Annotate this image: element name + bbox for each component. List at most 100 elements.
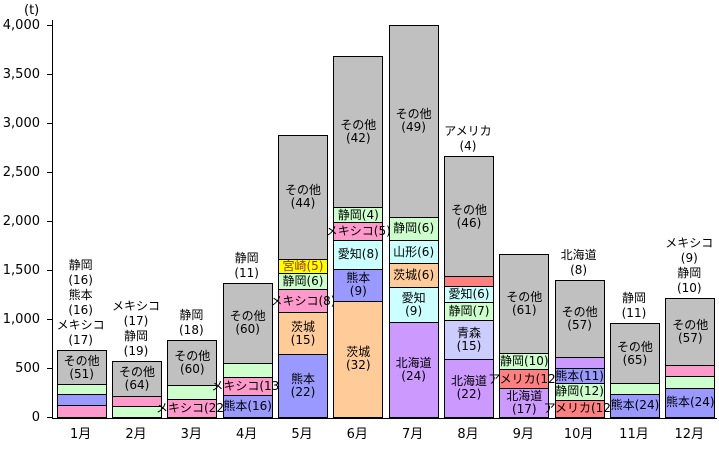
segment-label-others-value: (60) (235, 322, 260, 337)
segment-label-others-value: (42) (345, 131, 371, 146)
outside-label-america-value: (4) (459, 139, 477, 154)
stacked-bar-2月: その他 (64) (111, 361, 162, 418)
segment-label-mexico: メキシコ(8) (270, 293, 336, 308)
segment-kumamoto: 熊本(11) (555, 368, 604, 385)
segment-label-kumamoto: 熊本(16) (223, 398, 272, 413)
segment-label-shizuoka: 静岡(7) (448, 303, 490, 318)
segment-aichi: 愛知(8) (334, 240, 383, 270)
x-axis-label-3月: 3月 (180, 427, 202, 442)
segment-others: その他 (60) (223, 283, 272, 364)
segment-label-america: アメリカ(12) (543, 401, 616, 416)
segment-label-others: その他 (616, 339, 653, 354)
y-tick-label: 0 (31, 410, 40, 425)
segment-label-others: その他 (672, 318, 709, 333)
y-tick-mark (47, 221, 53, 222)
x-axis-label-12月: 12月 (674, 427, 705, 442)
y-tick-mark (47, 172, 53, 173)
month-column-3: その他 (60) メキシコ(22) 静岡 (18) 3月 (156, 20, 229, 442)
segment-label-kumamoto: 熊本 (290, 372, 315, 387)
y-tick-mark (47, 319, 53, 320)
x-axis-label-7月: 7月 (401, 427, 424, 442)
y-tick-mark (47, 25, 53, 26)
outside-label-stack: 静岡 (11) (602, 291, 665, 321)
outside-label-shizuoka-value: (10) (676, 281, 702, 296)
stacked-bar-1月: その他 (51) (56, 350, 107, 418)
y-tick-label: 1,500 (2, 263, 40, 278)
x-axis-label-8月: 8月 (457, 427, 479, 442)
segment-label-mexico: メキシコ(22) (156, 401, 229, 416)
segment-kumamoto: 熊本 (22) (278, 355, 327, 417)
segment-others: その他 (42) (334, 57, 383, 209)
y-tick-label: 3,000 (2, 116, 40, 131)
segment-label-others-value: (51) (69, 366, 94, 381)
segment-label-others-value: (49) (401, 120, 426, 135)
segment-hokkaido: 北海道 (17) (500, 389, 549, 417)
segment-label-aichi-value: (9) (405, 304, 423, 319)
y-tick-label: 3,500 (2, 67, 40, 82)
segment-label-aichi: 愛知(8) (337, 247, 379, 262)
outside-label-shizuoka: 静岡 (68, 258, 93, 273)
y-tick-mark (47, 123, 53, 124)
segment-ibaraki: 茨城 (15) (278, 312, 327, 356)
outside-label-shizuoka-value: (19) (123, 344, 149, 359)
segment-aichi: 愛知 (9) (389, 287, 438, 324)
segment-label-kumamoto: 熊本(11) (555, 368, 604, 383)
segment-label-ibaraki-value: (32) (345, 358, 371, 373)
segment-mexico (57, 405, 106, 417)
outside-label-shizuoka: 静岡 (621, 290, 646, 305)
segment-others: その他 (44) (278, 135, 327, 260)
x-axis-label-9月: 9月 (512, 427, 534, 442)
outside-label-shizuoka-value: (18) (179, 322, 204, 337)
segment-label-shizuoka: 静岡(4) (337, 207, 379, 222)
segment-kumamoto: 熊本 (9) (334, 269, 383, 302)
segment-label-others: その他 (284, 183, 321, 198)
segment-label-others: その他 (229, 309, 266, 324)
month-column-2: その他 (64) メキシコ (17) 静岡 (19) 2月 (108, 20, 163, 442)
segment-label-others-value: (64) (124, 378, 150, 393)
segment-label-others: その他 (340, 118, 377, 133)
segment-shizuoka: 静岡(6) (389, 217, 438, 242)
segment-label-america: アメリカ(12) (488, 371, 561, 386)
segment-others: その他 (46) (444, 157, 493, 277)
segment-label-mexico: メキシコ(5) (325, 223, 391, 238)
segment-label-ibaraki: 茨城 (346, 345, 371, 360)
outside-label-stack: アメリカ (4) (436, 124, 499, 154)
segment-shizuoka (57, 384, 106, 396)
segment-label-kumamoto-value: (9) (349, 284, 367, 299)
segment-label-aichi: 愛知(6) (448, 286, 490, 301)
outside-label-stack: メキシコ (17) 静岡 (19) (104, 299, 167, 359)
segment-shizuoka (610, 384, 659, 395)
stacked-bar-8月: その他 (46) 愛知(6) 静岡(7) 青森 (15) 北海道 (22) (443, 156, 494, 418)
stacked-bar-12月: その他 (57) 熊本(24) (665, 298, 716, 418)
segment-label-hokkaido-value: (24) (401, 369, 426, 384)
stacked-bar-11月: その他 (65) 熊本(24) (609, 322, 660, 418)
segment-label-ibaraki: 茨城 (290, 319, 315, 334)
segment-america (444, 276, 493, 288)
x-axis-label-6月: 6月 (346, 427, 368, 442)
y-tick-label: 2,000 (2, 214, 40, 229)
outside-label-shizuoka: 静岡 (123, 329, 148, 344)
segment-others: その他 (49) (389, 25, 438, 218)
segment-label-others: その他 (174, 348, 211, 363)
outside-label-shizuoka: 静岡 (234, 250, 259, 265)
month-column-1: その他 (51) 静岡 (16) 熊本 (16) メキシコ (17) 1月 (53, 20, 108, 442)
segment-shizuoka: 静岡(4) (334, 207, 383, 223)
month-column-6: その他 (42) 静岡(4) メキシコ(5) 愛知(8) 熊本 (9) 茨城 (32) 6月 (326, 20, 391, 442)
segment-label-others: その他 (395, 107, 432, 122)
outside-label-hokkaido: 北海道 (560, 247, 597, 262)
y-tick-label: 4,000 (2, 18, 40, 33)
stacked-bar-7月: その他 (49) 静岡(6) 山形(6) 茨城(6) 愛知 (9) 北海道 (24) (388, 24, 439, 418)
segment-label-hokkaido: 北海道 (506, 389, 543, 404)
month-column-9: その他 (61) 静岡(10) アメリカ(12) 北海道 (17) 9月 (488, 20, 560, 442)
segment-kumamoto (57, 395, 106, 406)
month-column-12: その他 (57) 熊本(24) メキシコ (9) 静岡 (10) 12月 (662, 20, 717, 442)
segment-label-aomori: 青森 (456, 325, 481, 340)
segment-label-hokkaido-value: (17) (511, 402, 537, 417)
segment-label-aomori-value: (15) (456, 338, 482, 353)
segment-label-others: その他 (561, 305, 598, 320)
segment-hokkaido: 北海道 (24) (389, 323, 438, 417)
outside-label-mexico-value: (9) (680, 251, 698, 266)
segment-shizuoka (112, 406, 161, 417)
segment-others: その他 (57) (666, 299, 715, 367)
x-axis-label-2月: 2月 (125, 427, 147, 442)
